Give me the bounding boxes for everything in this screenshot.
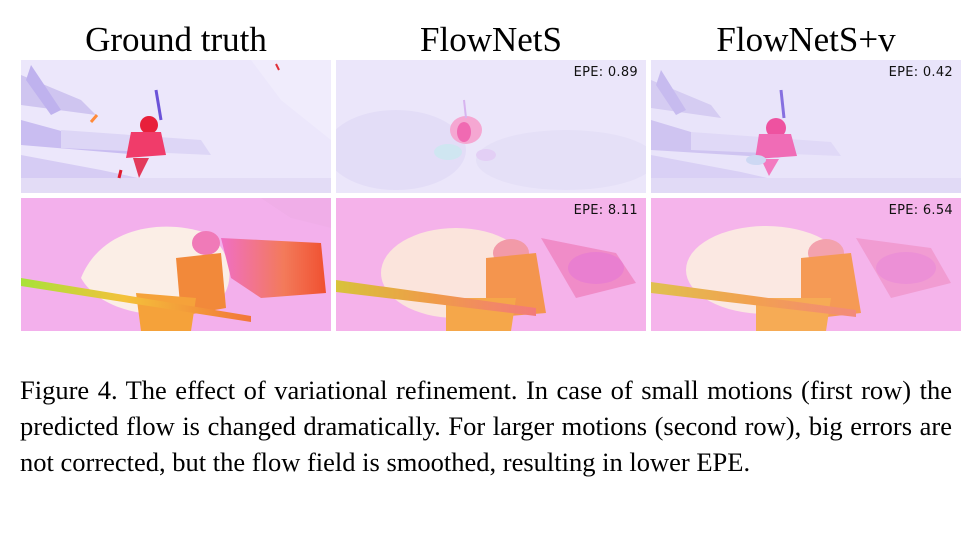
flow-image-row1-ground-truth xyxy=(21,60,331,193)
flow-field-image xyxy=(21,198,331,331)
column-title-flownets-v: FlowNetS+v xyxy=(716,20,896,59)
figure-caption: Figure 4. The effect of variational refi… xyxy=(20,375,952,477)
column-title-flownets: FlowNetS xyxy=(420,20,562,59)
epe-label: EPE: 0.42 xyxy=(888,65,953,80)
flow-field-image xyxy=(336,60,646,193)
epe-label: EPE: 6.54 xyxy=(888,203,953,218)
flow-image-row2-ground-truth xyxy=(21,198,331,331)
flow-field-image xyxy=(651,60,961,193)
epe-label: EPE: 0.89 xyxy=(573,65,638,80)
flow-image-row1-flownets-v: EPE: 0.42 xyxy=(651,60,961,193)
flow-image-row1-flownets: EPE: 0.89 xyxy=(336,60,646,193)
flow-field-image xyxy=(21,60,331,193)
flow-image-row2-flownets-v: EPE: 6.54 xyxy=(651,198,961,331)
flow-field-image xyxy=(651,198,961,331)
flow-field-image xyxy=(336,198,646,331)
column-title-ground-truth: Ground truth xyxy=(85,20,267,59)
flow-image-row2-flownets: EPE: 8.11 xyxy=(336,198,646,331)
epe-label: EPE: 8.11 xyxy=(573,203,638,218)
